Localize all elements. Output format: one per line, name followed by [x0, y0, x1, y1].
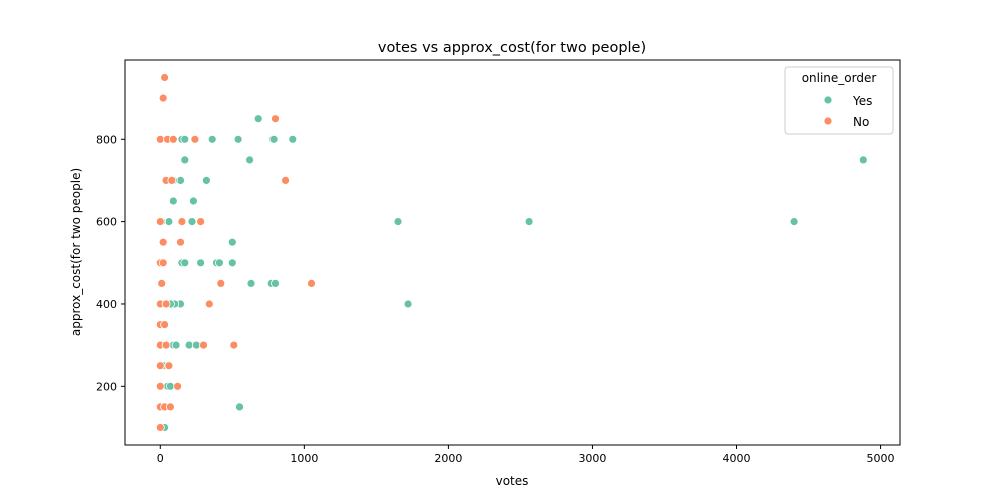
data-point-yes [165, 381, 175, 391]
data-point-no [281, 175, 291, 185]
chart-title: votes vs approx_cost(for two people) [378, 40, 646, 56]
data-point-no [271, 114, 280, 124]
data-point-yes [171, 340, 181, 350]
y-axis-ticks: 200 400 600 800 [96, 133, 125, 393]
y-axis-label: approx_cost(for two people) [69, 168, 83, 336]
plot-frame [124, 59, 901, 446]
legend-label-no: No [853, 115, 869, 129]
data-point-yes [271, 278, 280, 288]
y-tick-label: 200 [96, 380, 117, 393]
data-point-no [173, 381, 183, 391]
data-point-yes [269, 134, 279, 144]
data-point-no [199, 340, 208, 350]
y-tick-label: 800 [96, 133, 117, 146]
data-point-yes [403, 299, 413, 309]
legend: online_order Yes No [784, 66, 894, 135]
data-point-yes [858, 155, 868, 165]
data-point-no [196, 217, 206, 227]
data-point-yes [789, 217, 799, 227]
legend-marker-yes [823, 95, 833, 105]
data-point-no [161, 340, 171, 350]
data-point-yes [196, 258, 206, 268]
x-tick-label: 5000 [867, 452, 895, 465]
data-point-yes [207, 134, 217, 144]
data-point-no [161, 299, 171, 309]
data-point-no [164, 361, 174, 371]
data-point-no [176, 237, 185, 247]
data-point-no [155, 423, 165, 432]
data-point-yes [168, 196, 178, 206]
data-point-yes [288, 134, 298, 144]
data-point-no [157, 278, 167, 288]
x-tick-label: 1000 [290, 452, 318, 465]
data-point-no [155, 361, 165, 371]
data-point-yes [188, 196, 198, 206]
data-point-yes [246, 278, 256, 288]
data-point-yes [227, 258, 237, 268]
data-point-no [160, 320, 170, 330]
legend-label-yes: Yes [852, 94, 872, 108]
data-point-no [158, 258, 168, 268]
data-point-no [155, 381, 165, 391]
data-point-yes [214, 258, 224, 268]
x-tick-label: 4000 [723, 452, 751, 465]
data-point-no [167, 175, 177, 185]
data-point-no [155, 217, 165, 227]
data-point-no [158, 237, 168, 247]
data-point-yes [245, 155, 255, 165]
data-point-yes [180, 134, 190, 144]
data-point-yes [233, 134, 243, 144]
data-point-yes [180, 155, 190, 165]
data-point-yes [180, 258, 190, 268]
data-point-yes [201, 175, 211, 185]
data-point-yes [227, 237, 237, 247]
data-point-no [216, 278, 226, 288]
x-axis-ticks: 0 1000 2000 3000 4000 5000 [157, 445, 895, 465]
x-tick-label: 0 [157, 452, 164, 465]
data-point-yes [393, 217, 403, 227]
legend-title: online_order [802, 71, 877, 85]
data-point-no [307, 278, 316, 288]
data-point-yes [524, 217, 534, 227]
data-point-no [160, 73, 170, 82]
legend-marker-no [823, 116, 833, 126]
x-tick-label: 3000 [578, 452, 606, 465]
data-point-yes [235, 402, 244, 412]
x-axis-label: votes [496, 474, 529, 488]
data-point-no [229, 340, 239, 350]
data-point-yes [187, 217, 197, 227]
data-point-no [165, 402, 175, 412]
y-tick-label: 400 [96, 298, 117, 311]
data-point-no [168, 134, 178, 144]
plot-area [155, 73, 868, 432]
data-point-yes [253, 114, 263, 124]
data-point-no [158, 93, 168, 103]
y-tick-label: 600 [96, 216, 117, 229]
data-point-no [177, 217, 187, 227]
x-tick-label: 2000 [434, 452, 462, 465]
data-point-no [204, 299, 214, 309]
legend-frame [784, 66, 894, 135]
data-point-no [190, 134, 200, 144]
